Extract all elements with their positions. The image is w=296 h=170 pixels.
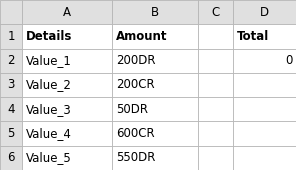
Text: 200DR: 200DR [116, 54, 155, 67]
FancyBboxPatch shape [0, 121, 22, 146]
Text: 5: 5 [7, 127, 15, 140]
Text: B: B [151, 6, 160, 19]
FancyBboxPatch shape [198, 49, 233, 73]
Text: Details: Details [25, 30, 72, 43]
Text: 1: 1 [7, 30, 15, 43]
FancyBboxPatch shape [22, 0, 112, 24]
Text: D: D [260, 6, 269, 19]
FancyBboxPatch shape [0, 146, 22, 170]
FancyBboxPatch shape [22, 49, 112, 73]
FancyBboxPatch shape [233, 73, 296, 97]
FancyBboxPatch shape [198, 24, 233, 49]
FancyBboxPatch shape [233, 97, 296, 121]
FancyBboxPatch shape [198, 97, 233, 121]
FancyBboxPatch shape [112, 24, 198, 49]
FancyBboxPatch shape [22, 24, 112, 49]
Text: Value_2: Value_2 [25, 79, 71, 91]
FancyBboxPatch shape [112, 146, 198, 170]
FancyBboxPatch shape [112, 97, 198, 121]
Text: 50DR: 50DR [116, 103, 148, 116]
FancyBboxPatch shape [0, 49, 22, 73]
Text: Amount: Amount [116, 30, 168, 43]
Text: 550DR: 550DR [116, 151, 155, 164]
FancyBboxPatch shape [0, 24, 22, 49]
FancyBboxPatch shape [198, 73, 233, 97]
Text: A: A [63, 6, 71, 19]
FancyBboxPatch shape [0, 97, 22, 121]
Text: Value_1: Value_1 [25, 54, 71, 67]
FancyBboxPatch shape [22, 121, 112, 146]
FancyBboxPatch shape [112, 73, 198, 97]
Text: Value_3: Value_3 [25, 103, 71, 116]
Text: 200CR: 200CR [116, 79, 155, 91]
FancyBboxPatch shape [233, 49, 296, 73]
Text: C: C [212, 6, 220, 19]
FancyBboxPatch shape [112, 49, 198, 73]
FancyBboxPatch shape [198, 146, 233, 170]
FancyBboxPatch shape [112, 121, 198, 146]
FancyBboxPatch shape [233, 24, 296, 49]
Text: Value_5: Value_5 [25, 151, 71, 164]
FancyBboxPatch shape [112, 0, 198, 24]
Text: 600CR: 600CR [116, 127, 155, 140]
Text: 6: 6 [7, 151, 15, 164]
Text: 3: 3 [7, 79, 15, 91]
FancyBboxPatch shape [233, 146, 296, 170]
Text: 4: 4 [7, 103, 15, 116]
FancyBboxPatch shape [0, 0, 22, 24]
FancyBboxPatch shape [233, 121, 296, 146]
Text: Total: Total [237, 30, 269, 43]
FancyBboxPatch shape [22, 73, 112, 97]
Text: Value_4: Value_4 [25, 127, 71, 140]
FancyBboxPatch shape [233, 0, 296, 24]
Text: 0: 0 [285, 54, 292, 67]
FancyBboxPatch shape [0, 73, 22, 97]
FancyBboxPatch shape [198, 0, 233, 24]
FancyBboxPatch shape [22, 146, 112, 170]
FancyBboxPatch shape [22, 97, 112, 121]
Text: 2: 2 [7, 54, 15, 67]
FancyBboxPatch shape [198, 121, 233, 146]
